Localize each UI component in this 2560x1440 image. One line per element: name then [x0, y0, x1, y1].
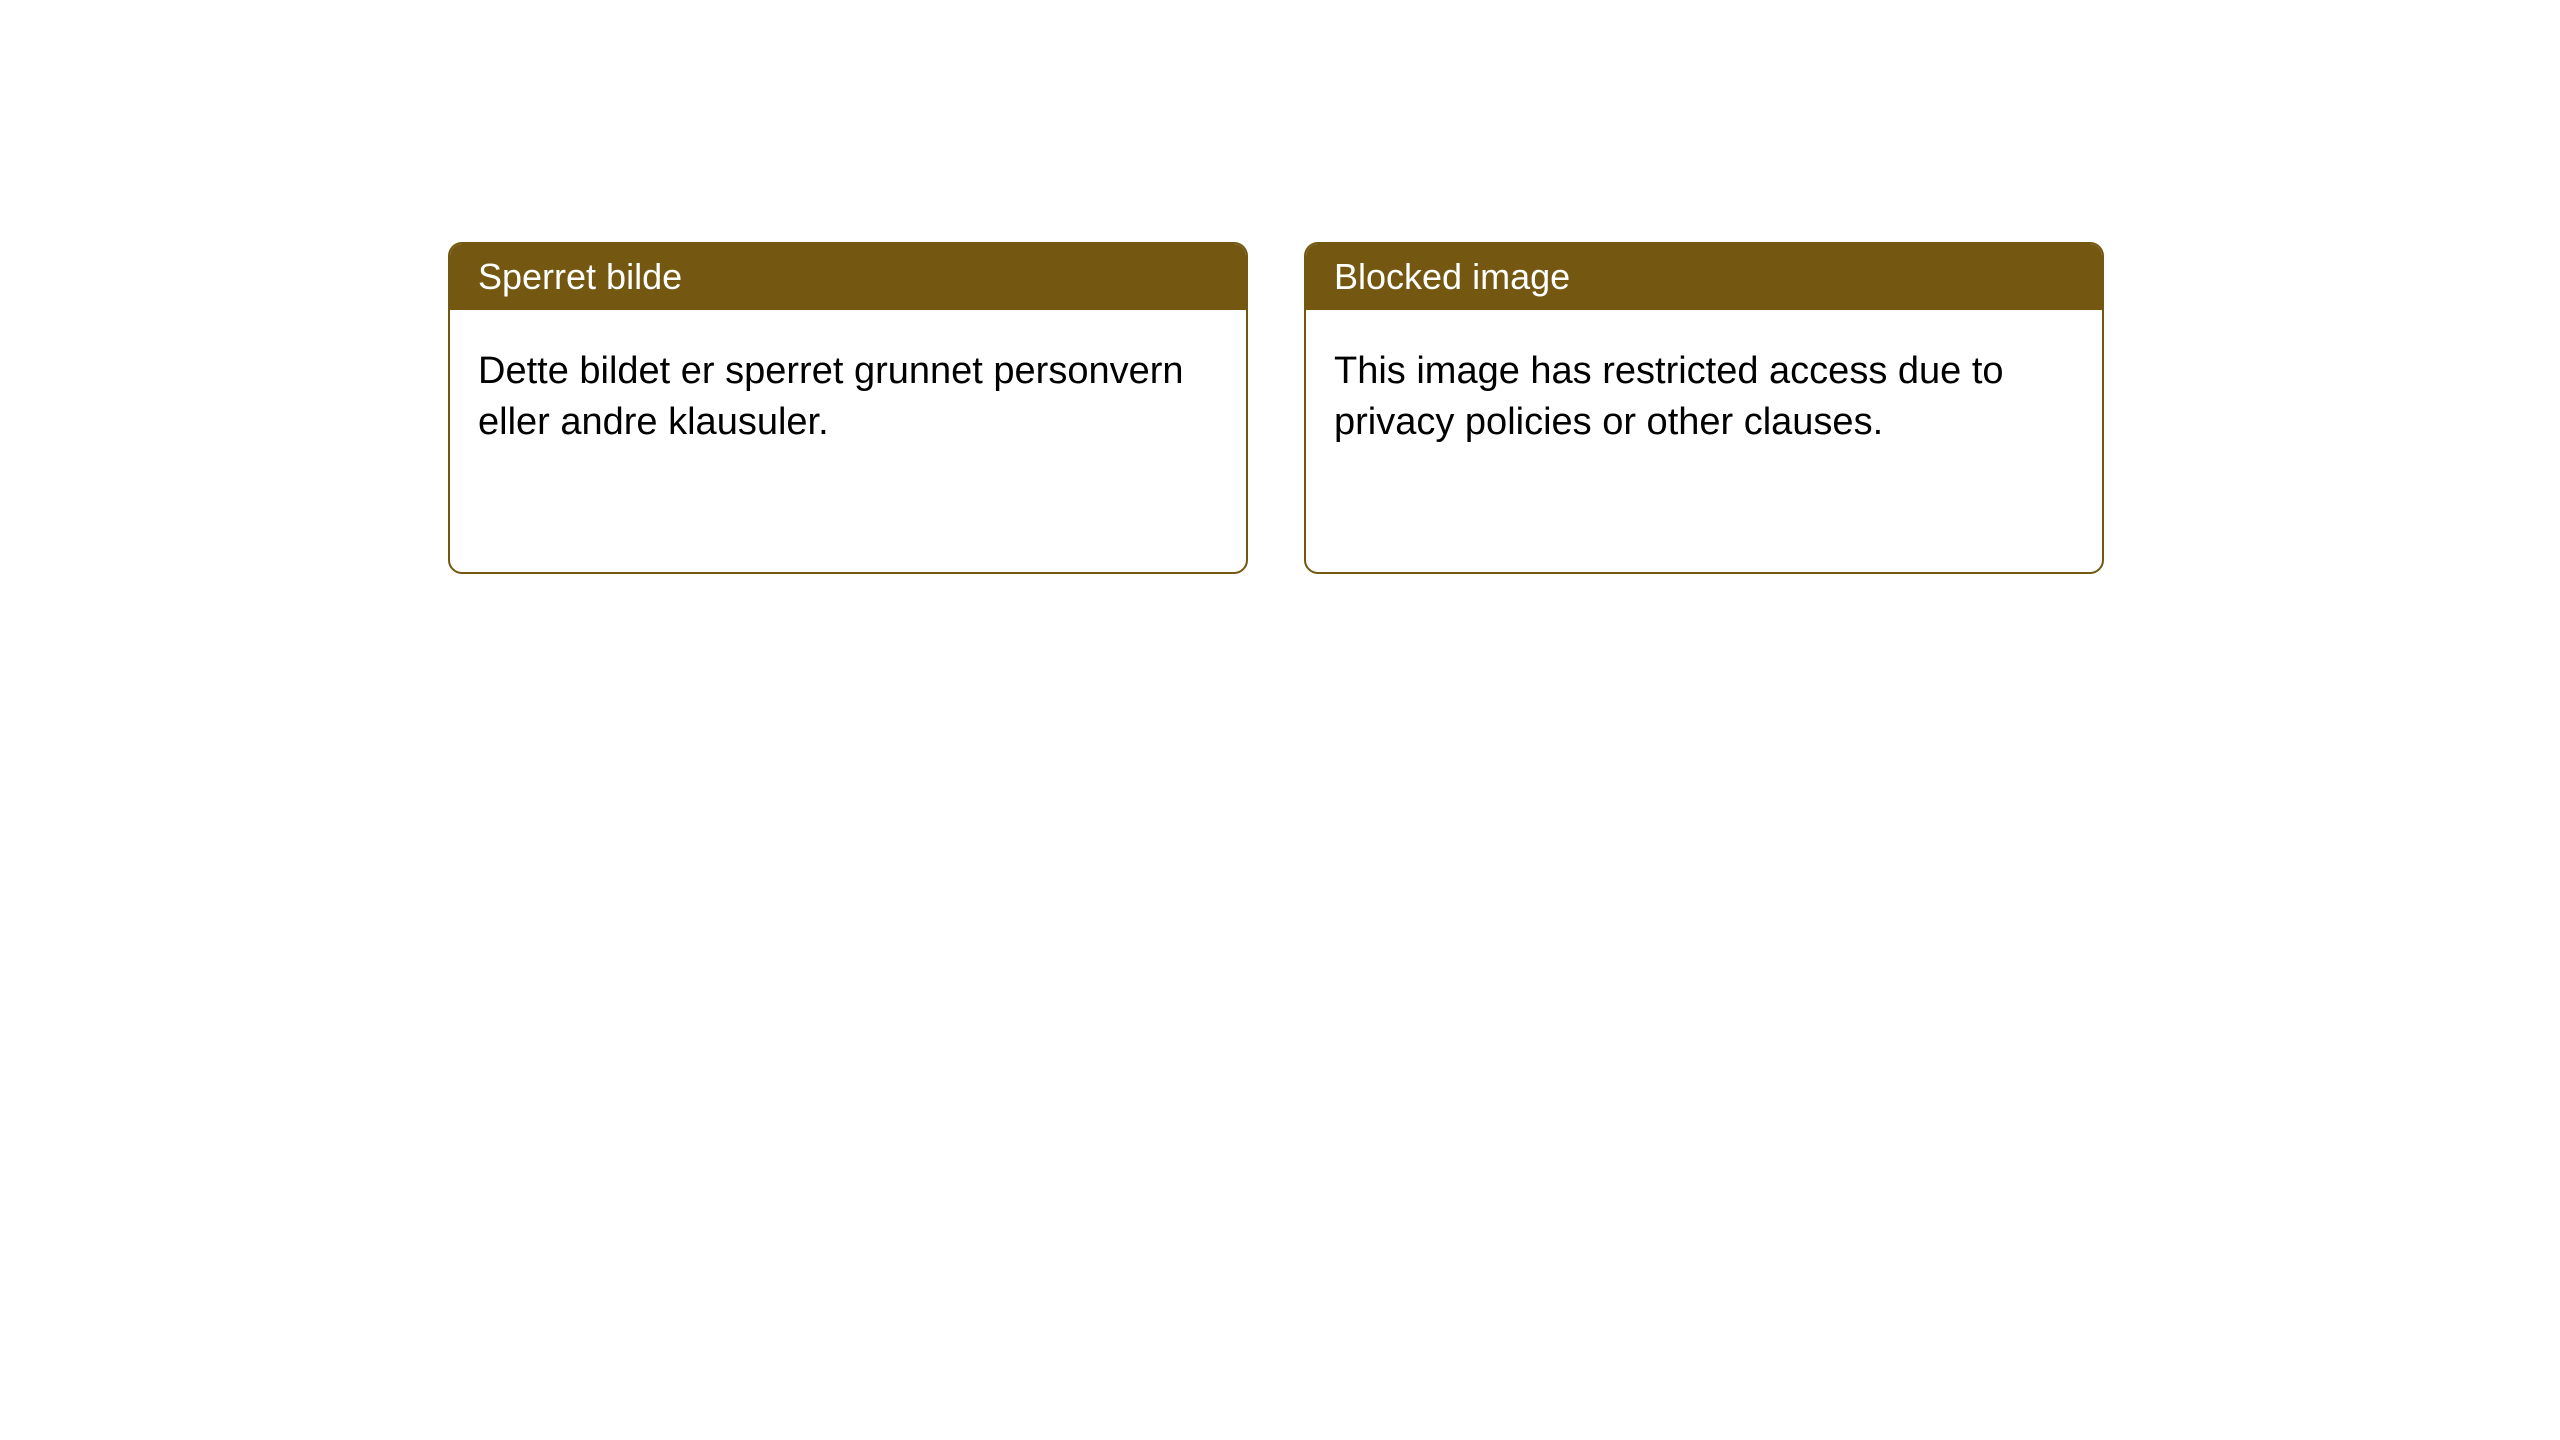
notice-card-english: Blocked image This image has restricted …	[1304, 242, 2104, 574]
card-header: Blocked image	[1306, 244, 2102, 310]
card-body-text: Dette bildet er sperret grunnet personve…	[478, 350, 1184, 443]
card-header: Sperret bilde	[450, 244, 1246, 310]
card-body: Dette bildet er sperret grunnet personve…	[450, 310, 1246, 485]
card-body: This image has restricted access due to …	[1306, 310, 2102, 485]
card-body-text: This image has restricted access due to …	[1334, 350, 2004, 443]
card-header-text: Sperret bilde	[478, 256, 682, 297]
notice-container: Sperret bilde Dette bildet er sperret gr…	[0, 0, 2560, 574]
notice-card-norwegian: Sperret bilde Dette bildet er sperret gr…	[448, 242, 1248, 574]
card-header-text: Blocked image	[1334, 256, 1570, 297]
